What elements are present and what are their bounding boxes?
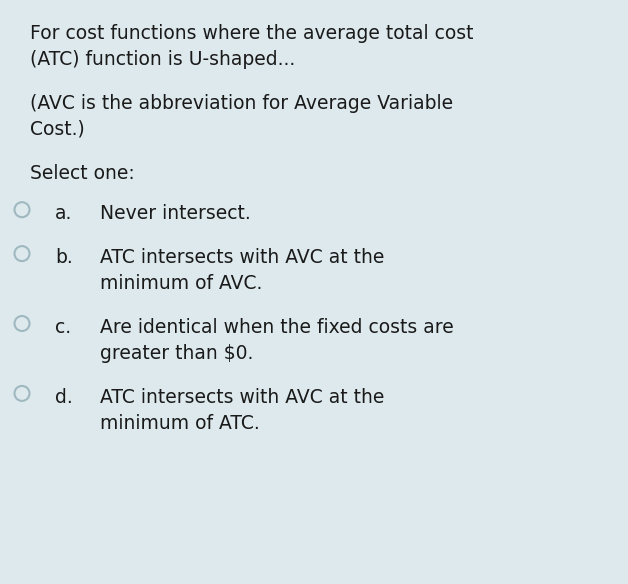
Text: d.: d. bbox=[55, 388, 73, 406]
Circle shape bbox=[14, 386, 30, 401]
Text: Cost.): Cost.) bbox=[30, 120, 85, 139]
Circle shape bbox=[14, 202, 30, 217]
Text: c.: c. bbox=[55, 318, 71, 336]
Text: a.: a. bbox=[55, 204, 72, 223]
Text: b.: b. bbox=[55, 248, 73, 267]
Circle shape bbox=[14, 246, 30, 261]
Text: minimum of AVC.: minimum of AVC. bbox=[100, 274, 263, 293]
Text: ATC intersects with AVC at the: ATC intersects with AVC at the bbox=[100, 388, 384, 406]
Circle shape bbox=[14, 316, 30, 331]
Text: Are identical when the fixed costs are: Are identical when the fixed costs are bbox=[100, 318, 454, 336]
Text: ATC intersects with AVC at the: ATC intersects with AVC at the bbox=[100, 248, 384, 267]
Text: greater than $0.: greater than $0. bbox=[100, 343, 253, 363]
Text: (AVC is the abbreviation for Average Variable: (AVC is the abbreviation for Average Var… bbox=[30, 94, 453, 113]
Text: Never intersect.: Never intersect. bbox=[100, 204, 251, 223]
Text: minimum of ATC.: minimum of ATC. bbox=[100, 413, 260, 433]
Text: For cost functions where the average total cost: For cost functions where the average tot… bbox=[30, 24, 474, 43]
Text: (ATC) function is U-shaped...: (ATC) function is U-shaped... bbox=[30, 50, 295, 69]
Text: Select one:: Select one: bbox=[30, 164, 135, 183]
